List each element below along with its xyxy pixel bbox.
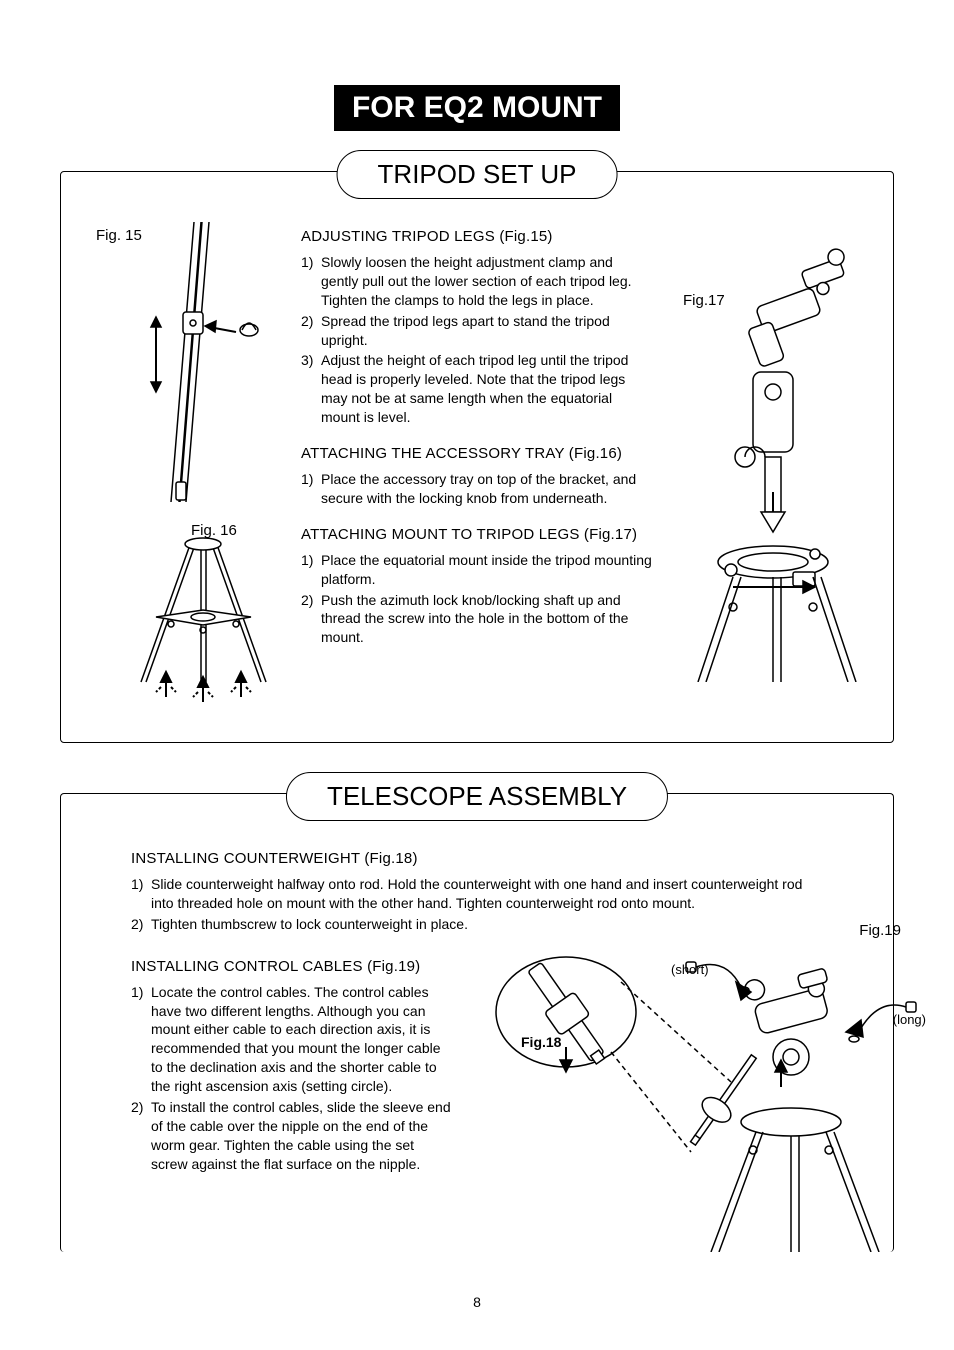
short-cable-label: (short) — [671, 962, 709, 977]
adjusting-legs-heading: ADJUSTING TRIPOD LEGS (Fig.15) — [301, 228, 653, 245]
tripod-section-title: TRIPOD SET UP — [337, 150, 618, 199]
assembly-section-title: TELESCOPE ASSEMBLY — [286, 772, 668, 821]
step-number: 3) — [301, 351, 321, 427]
page-title: FOR EQ2 MOUNT — [334, 85, 620, 131]
attaching-mount-heading: ATTACHING MOUNT TO TRIPOD LEGS (Fig.17) — [301, 526, 653, 543]
step-number: 2) — [301, 312, 321, 350]
step-text: Locate the control cables. The control c… — [151, 983, 451, 1096]
fig16-label: Fig. 16 — [191, 522, 237, 539]
step-text: Push the azimuth lock knob/locking shaft… — [321, 591, 653, 648]
step-text: Spread the tripod legs apart to stand th… — [321, 312, 653, 350]
fig16-illustration — [61, 532, 291, 712]
step-number: 2) — [131, 1098, 151, 1174]
tripod-instructions: ADJUSTING TRIPOD LEGS (Fig.15) 1)Slowly … — [301, 222, 663, 712]
fig15-label: Fig. 15 — [96, 227, 142, 244]
telescope-assembly-section: TELESCOPE ASSEMBLY INSTALLING COUNTERWEI… — [60, 793, 894, 1252]
step-number: 1) — [301, 253, 321, 310]
fig15-illustration — [61, 222, 291, 522]
step-number: 2) — [131, 915, 151, 934]
attaching-tray-heading: ATTACHING THE ACCESSORY TRAY (Fig.16) — [301, 445, 653, 462]
fig17-label: Fig.17 — [683, 292, 725, 309]
tripod-left-figures: Fig. 15 — [61, 222, 291, 712]
step-text: Tighten thumbscrew to lock counterweight… — [151, 915, 823, 934]
step-text: Adjust the height of each tripod leg unt… — [321, 351, 653, 427]
control-cables-heading: INSTALLING CONTROL CABLES (Fig.19) — [131, 958, 451, 975]
step-text: Slowly loosen the height adjustment clam… — [321, 253, 653, 310]
fig18-19-illustration: Fig.18 — [471, 952, 931, 1252]
page-number: 8 — [473, 1294, 481, 1310]
control-cables-instructions: INSTALLING CONTROL CABLES (Fig.19) 1)Loc… — [131, 952, 451, 1252]
step-number: 1) — [131, 875, 151, 913]
tripod-right-figure: Fig.17 — [673, 222, 873, 712]
tripod-setup-section: TRIPOD SET UP Fig. 15 — [60, 171, 894, 743]
step-text: Place the equatorial mount inside the tr… — [321, 551, 653, 589]
fig19-label: Fig.19 — [859, 922, 901, 939]
long-cable-label: (long) — [893, 1012, 926, 1027]
step-text: To install the control cables, slide the… — [151, 1098, 451, 1174]
step-number: 1) — [301, 470, 321, 508]
counterweight-heading: INSTALLING COUNTERWEIGHT (Fig.18) — [131, 850, 823, 867]
step-text: Slide counterweight halfway onto rod. Ho… — [151, 875, 823, 913]
fig18-label-text: Fig.18 — [521, 1034, 562, 1050]
step-number: 1) — [301, 551, 321, 589]
step-number: 1) — [131, 983, 151, 1096]
step-text: Place the accessory tray on top of the b… — [321, 470, 653, 508]
assembly-figures: Fig.19 (short) (long) Fig.18 — [471, 952, 931, 1252]
step-number: 2) — [301, 591, 321, 648]
